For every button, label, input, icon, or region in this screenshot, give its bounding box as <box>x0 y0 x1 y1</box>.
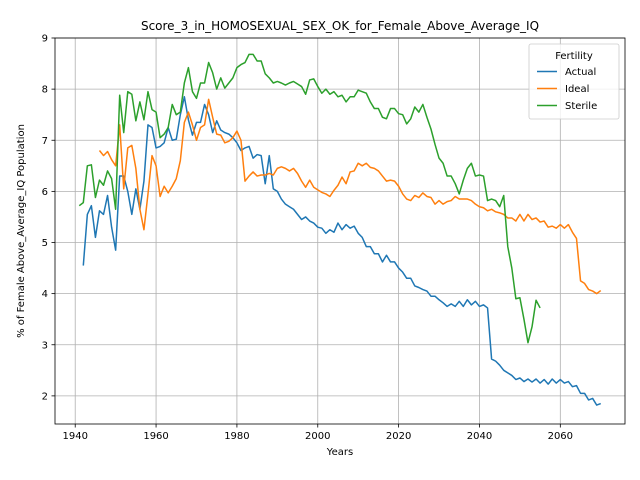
y-tick-label: 4 <box>42 289 48 300</box>
chart-title: Score_3_in_HOMOSEXUAL_SEX_OK_for_Female_… <box>141 19 539 33</box>
series-line-actual <box>82 96 602 406</box>
y-tick-label: 2 <box>42 391 48 402</box>
legend-label-ideal: Ideal <box>565 84 589 95</box>
y-tick-label: 3 <box>42 340 48 351</box>
x-tick-label: 2020 <box>386 431 411 442</box>
x-tick-label: 1980 <box>224 431 249 442</box>
y-tick-label: 7 <box>42 136 48 147</box>
legend-title: Fertility <box>555 51 593 62</box>
x-tick-label: 1940 <box>62 431 87 442</box>
y-tick-label: 6 <box>42 187 48 198</box>
axis-ticks: 1940 1960 1980 2000 2020 2040 2060 2 3 4 5 6 7 8 9 <box>42 34 573 443</box>
y-tick-label: 5 <box>42 238 48 249</box>
legend-box <box>528 43 620 120</box>
y-tick-label: 9 <box>42 34 48 45</box>
plot-frame <box>54 37 626 425</box>
legend: Fertility Actual Ideal Sterile <box>528 43 620 120</box>
series-line-sterile <box>78 53 541 344</box>
legend-items: Actual Ideal Sterile <box>537 67 597 112</box>
x-tick-label: 1960 <box>143 431 168 442</box>
y-axis-label: % of Female Above_Average_IQ Population <box>16 124 27 338</box>
series-lines <box>78 53 602 406</box>
x-tick-label: 2060 <box>548 431 573 442</box>
x-tick-label: 2040 <box>467 431 492 442</box>
series-line-ideal <box>98 98 602 295</box>
y-tick-label: 8 <box>42 85 48 96</box>
x-tick-label: 2000 <box>305 431 330 442</box>
x-axis-label: Years <box>326 447 353 458</box>
legend-label-actual: Actual <box>565 67 596 78</box>
legend-label-sterile: Sterile <box>565 101 597 112</box>
